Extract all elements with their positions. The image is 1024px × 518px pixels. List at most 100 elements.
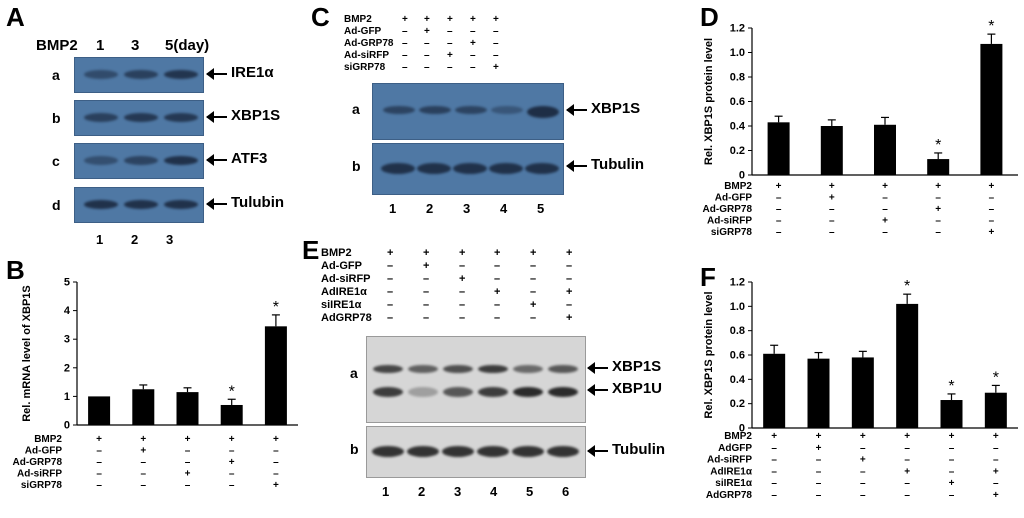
panel-e-lane: 6 xyxy=(562,484,570,499)
treatment-sign: – xyxy=(989,204,995,215)
panel-c-sign: – xyxy=(424,38,430,49)
panel-e-sign: – xyxy=(566,299,573,311)
panel-e-sign: + xyxy=(494,247,501,259)
panel-e-treatment-3: AdIRE1α xyxy=(321,286,367,298)
panel-c-treatment-0: BMP2 xyxy=(344,14,372,25)
panel-a-label-tulubin-arrowhead xyxy=(206,198,214,210)
y-tick-label: 3 xyxy=(64,334,70,346)
band xyxy=(124,70,158,79)
treatment-sign: – xyxy=(904,455,910,466)
band xyxy=(512,446,544,457)
bar xyxy=(767,122,790,175)
bar xyxy=(851,357,874,428)
treatment-sign: – xyxy=(993,443,999,454)
panel-letter-a: A xyxy=(6,2,25,32)
treatment-sign: – xyxy=(141,457,147,468)
panel-e-sign: + xyxy=(423,247,430,259)
y-tick-label: 5 xyxy=(64,277,70,289)
panel-e-sign: – xyxy=(459,299,466,311)
band xyxy=(417,163,451,174)
panel-c-treatment-2: Ad-GRP78 xyxy=(344,38,394,49)
treatment-sign: + xyxy=(882,216,888,227)
panel-e-sign: – xyxy=(494,299,501,311)
panel-e-lane: 4 xyxy=(490,484,498,499)
treatment-sign: – xyxy=(904,478,910,489)
panel-e-sign: – xyxy=(423,299,430,311)
bar xyxy=(220,404,243,425)
panel-e-sign: + xyxy=(459,247,466,259)
band xyxy=(525,163,559,174)
panel-e-sign: – xyxy=(459,286,466,298)
treatment-sign: + xyxy=(935,204,941,215)
panel-e-sign: – xyxy=(387,286,394,298)
panel-c-sign: + xyxy=(447,14,453,25)
treatment-sign: – xyxy=(829,204,835,215)
treatment-sign: – xyxy=(860,490,866,501)
y-tick-label: 2 xyxy=(64,362,70,374)
treatment-sign: – xyxy=(273,469,279,480)
band xyxy=(84,200,118,209)
panel-c-lane: 5 xyxy=(537,201,545,216)
treatment-sign: – xyxy=(776,204,782,215)
panel-a-label-atf3-arrow xyxy=(207,159,227,161)
panel-c-lane: 3 xyxy=(463,201,471,216)
treatment-sign: – xyxy=(816,455,822,466)
panel-e-row-a: a xyxy=(350,365,358,381)
treatment-sign: + xyxy=(904,466,910,477)
treatment-label: Ad-GFP xyxy=(25,446,63,457)
panel-c-treatment-1: Ad-GFP xyxy=(344,26,382,37)
panel-e-sign: + xyxy=(494,286,501,298)
treatment-sign: – xyxy=(989,193,995,204)
treatment-sign: – xyxy=(993,478,999,489)
treatment-sign: – xyxy=(273,457,279,468)
y-axis-label: Rel. mRNA level of XBP1S xyxy=(21,285,33,422)
bar xyxy=(88,396,111,425)
treatment-sign: + xyxy=(993,466,999,477)
bar xyxy=(820,126,843,175)
treatment-sign: – xyxy=(771,490,777,501)
panel-e-label-tubulin-arrowhead xyxy=(587,445,595,457)
y-axis-label: Rel. XBP1S protein level xyxy=(703,291,715,418)
y-tick-label: 1.0 xyxy=(730,301,745,313)
treatment-sign: – xyxy=(185,480,191,491)
treatment-sign: + xyxy=(185,469,191,480)
y-tick-label: 0 xyxy=(739,423,745,435)
panel-e-lane: 2 xyxy=(418,484,426,499)
treatment-sign: + xyxy=(988,181,994,192)
treatment-label: Ad-GRP78 xyxy=(703,204,753,215)
panel-e-sign: – xyxy=(423,273,430,285)
panel-c-sign: – xyxy=(424,50,430,61)
panel-e-treatment-1: Ad-GFP xyxy=(321,260,362,272)
panel-c-blot-xbp1s xyxy=(372,83,564,140)
treatment-sign: – xyxy=(771,478,777,489)
treatment-sign: – xyxy=(776,227,782,238)
panel-c-lane: 4 xyxy=(500,201,508,216)
band xyxy=(477,446,509,457)
panel-e-label-tubulin: Tubulin xyxy=(612,441,666,458)
treatment-sign: – xyxy=(949,443,955,454)
treatment-sign: – xyxy=(816,490,822,501)
panel-a-label-xbp1s-arrowhead xyxy=(206,111,214,123)
band xyxy=(383,106,415,114)
treatment-sign: – xyxy=(993,455,999,466)
panel-c-label-tubulin: Tubulin xyxy=(591,156,645,173)
panel-e-sign: – xyxy=(387,260,394,272)
panel-e-blot-tubulin xyxy=(366,426,586,478)
panel-a-label-xbp1s-arrow xyxy=(207,116,227,118)
band xyxy=(381,163,415,174)
band xyxy=(84,70,118,79)
panel-a-time-3: 5(day) xyxy=(165,37,210,54)
band xyxy=(478,365,508,373)
band xyxy=(443,387,473,397)
band xyxy=(124,200,158,209)
treatment-label: BMP2 xyxy=(724,181,752,192)
bar xyxy=(132,389,155,425)
treatment-sign: – xyxy=(96,457,102,468)
band xyxy=(442,446,474,457)
band xyxy=(408,365,438,373)
panel-a-lane-3: 3 xyxy=(166,232,174,247)
panel-a-treatment: BMP2 xyxy=(36,37,78,54)
treatment-sign: + xyxy=(816,431,822,442)
panel-e-sign: + xyxy=(530,247,537,259)
treatment-sign: – xyxy=(882,227,888,238)
